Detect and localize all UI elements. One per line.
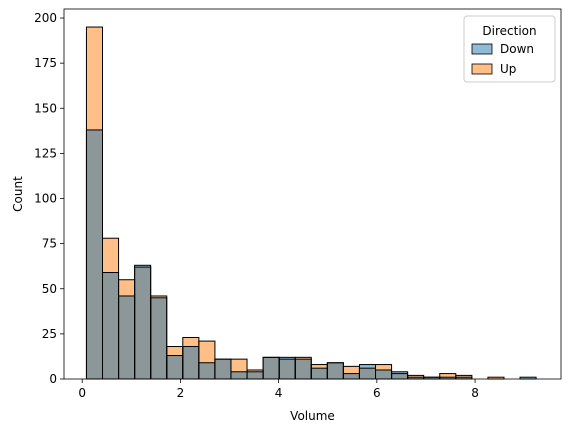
up-bar [375,364,392,370]
up-bar [198,341,215,363]
legend-swatch-up [471,63,493,75]
overlap-bars [86,129,472,379]
y-tick-label: 150 [34,101,57,115]
overlap-bar [230,371,248,379]
overlap-bar [279,359,296,379]
overlap-bar [375,369,392,379]
y-tick-label: 25 [42,327,57,341]
up-bar [118,279,135,296]
overlap-bar [150,297,167,379]
x-tick-label: 0 [78,386,86,400]
overlap-bar [118,295,135,379]
x-tick-label: 6 [373,386,381,400]
overlap-bar [134,267,151,379]
up-bar [295,357,312,360]
up-bar [247,369,264,372]
overlap-bar [214,359,231,379]
x-tick-label: 4 [275,386,283,400]
overlap-bar [455,377,472,379]
overlap-bar [327,362,344,379]
y-axis-label: Count [11,176,25,212]
y-axis-ticks: 0 25 50 75 100 125 150 175 200 [34,11,64,386]
y-tick-label: 0 [49,372,57,386]
legend-label-down: Down [500,42,534,56]
x-axis-ticks: 0 2 4 6 8 [78,379,479,400]
overlap-bar [407,377,424,379]
overlap-bar [166,355,183,379]
down-bar [134,265,151,268]
down-bar [391,371,408,374]
overlap-bar [295,359,312,379]
overlap-bar [198,362,215,379]
plot-frame [63,8,562,380]
x-tick-label: 2 [177,386,185,400]
up-bar [487,377,504,379]
down-bar [520,377,537,379]
overlap-bar [423,377,440,379]
down-bar [359,364,376,369]
up-bar [150,295,167,298]
x-axis-label: Volume [290,409,335,423]
y-tick-label: 125 [34,146,57,160]
up-bar [86,27,103,130]
overlap-bar [247,371,264,379]
up-bar [311,364,328,369]
y-tick-label: 75 [42,237,57,251]
y-tick-label: 50 [42,282,57,296]
legend: Direction Down Up [463,15,556,83]
overlap-bar [439,377,456,379]
up-bar [455,375,472,378]
down-bar [279,357,296,360]
up-bars [86,27,504,379]
up-bar [407,375,424,378]
overlap-bar [102,272,119,379]
y-tick-label: 175 [34,56,57,70]
overlap-bar [343,373,360,379]
legend-swatch-down [471,43,493,55]
up-bar [439,373,456,378]
overlap-bar [391,373,408,379]
up-bar [230,359,248,372]
legend-label-up: Up [500,62,516,76]
y-tick-label: 100 [34,192,57,206]
overlap-bar [182,346,199,379]
x-tick-label: 8 [471,386,479,400]
down-bars [134,265,537,379]
overlap-bar [263,357,280,379]
overlap-bar [359,368,376,379]
y-tick-label: 200 [34,11,57,25]
up-bar [182,337,199,347]
up-bar [343,366,360,374]
overlap-bar [86,129,103,379]
up-bar [166,346,183,356]
up-bar [102,238,119,273]
legend-title: Direction [482,24,536,38]
overlap-bar [311,368,328,379]
